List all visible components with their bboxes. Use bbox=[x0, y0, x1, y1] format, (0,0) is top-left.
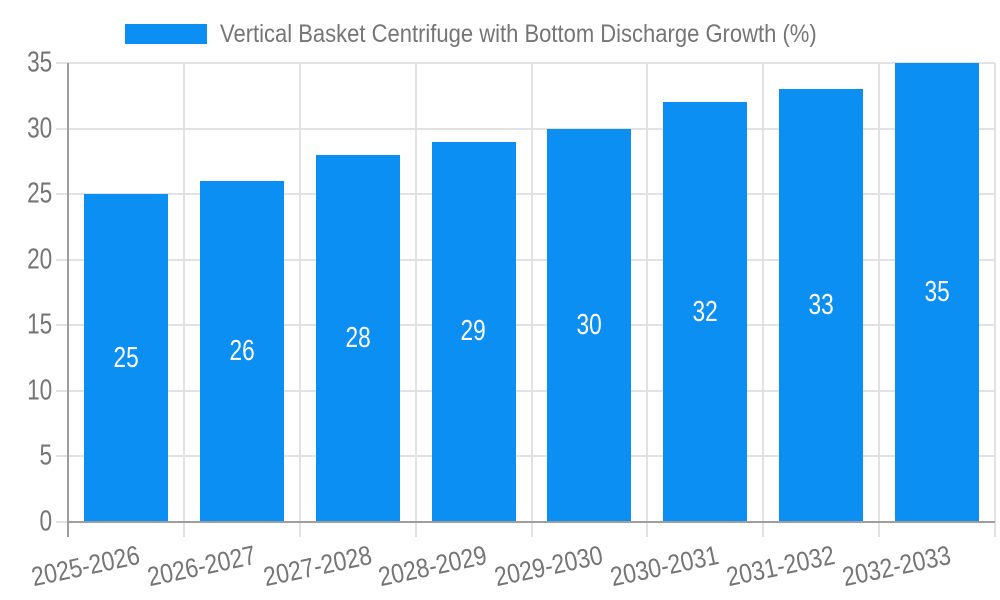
x-axis-tick bbox=[67, 522, 69, 537]
v-gridline bbox=[182, 63, 185, 522]
x-tick-label: 2030-2031 bbox=[607, 540, 722, 593]
legend-swatch bbox=[125, 24, 207, 44]
y-axis-tick bbox=[56, 127, 68, 130]
bar[interactable]: 32 bbox=[663, 102, 748, 522]
x-axis-tick bbox=[414, 522, 417, 537]
x-tick-label: 2032-2033 bbox=[839, 540, 954, 593]
v-gridline bbox=[762, 63, 765, 522]
bar-value-label: 28 bbox=[345, 321, 371, 354]
bar[interactable]: 28 bbox=[315, 154, 400, 522]
x-axis-tick bbox=[646, 522, 649, 537]
bar[interactable]: 25 bbox=[83, 194, 168, 522]
x-tick-label: 2028-2029 bbox=[376, 540, 490, 593]
y-tick-label: 0 bbox=[39, 505, 52, 538]
bar[interactable]: 33 bbox=[779, 89, 864, 522]
x-tick-label: 2025-2026 bbox=[28, 540, 143, 593]
bar-value-label: 33 bbox=[808, 289, 834, 322]
y-tick-label: 20 bbox=[26, 243, 52, 276]
y-tick-label: 25 bbox=[26, 177, 52, 210]
y-tick-label: 35 bbox=[26, 46, 52, 79]
bar-value-label: 26 bbox=[229, 335, 255, 367]
v-gridline bbox=[646, 63, 649, 522]
x-axis-tick bbox=[298, 522, 301, 537]
y-axis-tick bbox=[56, 193, 68, 196]
chart-legend[interactable]: Vertical Basket Centrifuge with Bottom D… bbox=[125, 20, 898, 48]
bar-value-label: 29 bbox=[460, 315, 487, 348]
x-tick-label: 2026-2027 bbox=[144, 540, 259, 593]
v-gridline bbox=[414, 63, 417, 522]
y-axis-tick bbox=[56, 389, 68, 392]
x-tick-label: 2031-2032 bbox=[723, 540, 838, 593]
bar-value-label: 30 bbox=[576, 308, 603, 341]
x-tick-label: 2027-2028 bbox=[260, 540, 374, 593]
bar-value-label: 35 bbox=[924, 276, 950, 308]
x-axis-line bbox=[68, 521, 995, 523]
bar-value-label: 25 bbox=[113, 341, 139, 374]
y-axis-tick bbox=[56, 455, 68, 458]
x-axis-tick bbox=[762, 522, 765, 537]
y-axis-tick bbox=[56, 62, 68, 64]
bar-value-label: 32 bbox=[692, 295, 718, 328]
y-tick-label: 15 bbox=[26, 308, 52, 341]
y-tick-label: 30 bbox=[26, 112, 52, 145]
y-axis-line bbox=[67, 63, 69, 522]
legend-series-label: Vertical Basket Centrifuge with Bottom D… bbox=[220, 19, 817, 48]
bar[interactable]: 26 bbox=[199, 181, 284, 522]
x-axis-tick bbox=[994, 522, 996, 537]
x-tick-label: 2029-2030 bbox=[492, 540, 606, 593]
y-tick-label: 5 bbox=[39, 439, 52, 472]
y-axis-tick bbox=[56, 258, 68, 261]
y-axis-tick bbox=[56, 521, 68, 523]
v-gridline bbox=[994, 63, 996, 522]
bar[interactable]: 35 bbox=[895, 63, 980, 522]
y-axis-tick bbox=[56, 324, 68, 327]
bar[interactable]: 30 bbox=[547, 128, 632, 522]
x-axis-tick bbox=[530, 522, 533, 537]
y-tick-label: 10 bbox=[26, 374, 52, 407]
v-gridline bbox=[530, 63, 533, 522]
x-axis-tick bbox=[878, 522, 881, 537]
v-gridline bbox=[298, 63, 301, 522]
bar[interactable]: 29 bbox=[431, 141, 516, 522]
v-gridline bbox=[878, 63, 881, 522]
x-axis-tick bbox=[182, 522, 185, 537]
